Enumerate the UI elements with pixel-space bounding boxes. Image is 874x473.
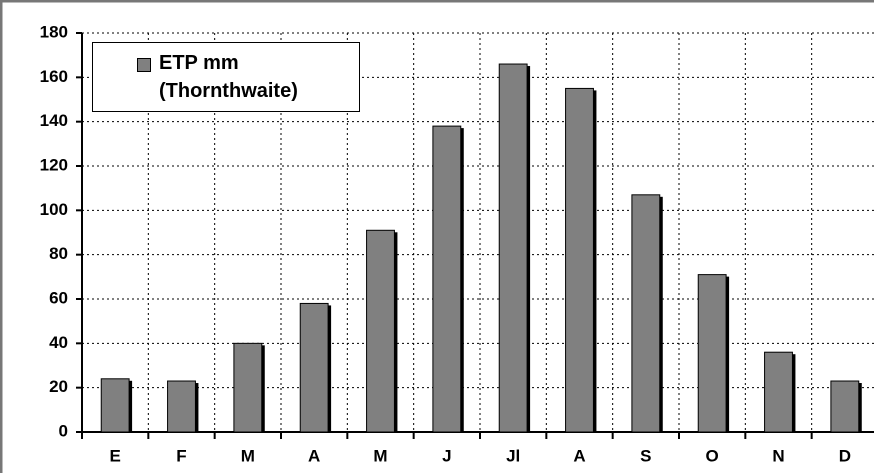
x-tick-label: A	[308, 446, 320, 465]
bar	[432, 125, 462, 433]
y-tick-label: 100	[40, 200, 68, 219]
x-tick-label: J	[442, 446, 451, 465]
y-tick-label: 40	[49, 333, 68, 352]
y-tick-label: 60	[49, 288, 68, 307]
y-tick-label: 140	[40, 111, 68, 130]
x-tick-label: D	[839, 446, 851, 465]
y-tick-label: 0	[59, 421, 68, 440]
y-tick-label: 120	[40, 155, 68, 174]
y-tick-label: 160	[40, 67, 68, 86]
y-tick-label: 180	[40, 22, 68, 41]
x-tick-label: E	[109, 446, 120, 465]
x-tick-label: M	[241, 446, 255, 465]
x-tick-label: N	[772, 446, 784, 465]
bar	[631, 194, 661, 433]
x-tick-label: O	[706, 446, 719, 465]
legend: ETP mm (Thornthwaite)	[92, 42, 360, 112]
bar	[830, 380, 860, 433]
x-tick-label: S	[640, 446, 651, 465]
legend-label: ETP mm (Thornthwaite)	[159, 52, 298, 102]
legend-swatch	[137, 58, 151, 72]
x-tick-label: A	[573, 446, 585, 465]
y-tick-label: 20	[49, 377, 68, 396]
bar	[299, 302, 329, 433]
bar	[366, 229, 395, 433]
bar	[233, 342, 263, 433]
x-tick-label: M	[373, 446, 387, 465]
bar	[565, 87, 594, 433]
x-tick-label: Jl	[506, 446, 520, 465]
x-tick-label: F	[176, 446, 186, 465]
bar	[498, 63, 528, 433]
bar	[167, 380, 196, 433]
bar	[100, 378, 130, 433]
y-tick-label: 80	[49, 244, 68, 263]
bar	[697, 274, 727, 433]
bar	[764, 351, 793, 433]
